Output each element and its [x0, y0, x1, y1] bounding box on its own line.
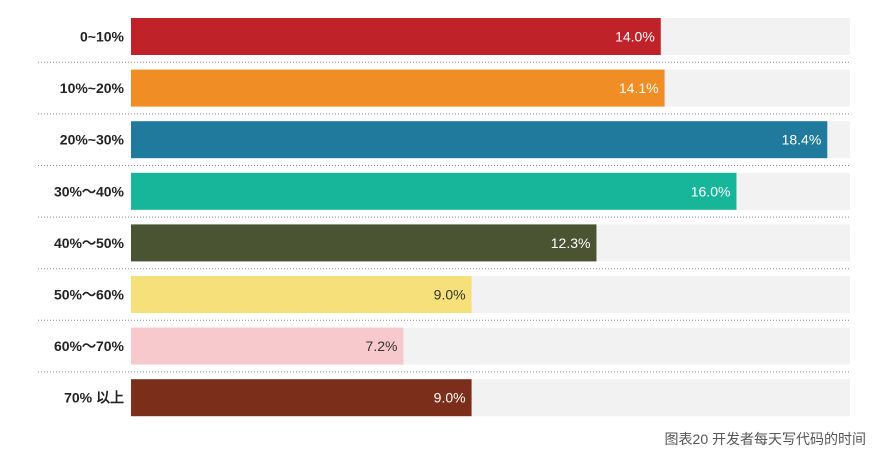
category-label: 30%～40%: [54, 183, 125, 199]
bar: [131, 224, 597, 262]
bar: [131, 172, 737, 210]
bar: [131, 276, 472, 313]
category-label: 20%~30%: [60, 132, 125, 148]
row-separators: [38, 61, 850, 373]
value-label: 16.0%: [691, 183, 731, 199]
chart-caption: 图表20 开发者每天写代码的时间: [665, 431, 866, 447]
category-label: 60%～70%: [54, 338, 125, 354]
category-labels: 0~10% 10%~20% 20%~30% 30%～40% 40%～50% 50%～60%…: [54, 29, 125, 406]
category-label: 70% 以上: [64, 390, 124, 406]
value-label: 18.4%: [782, 132, 822, 148]
bar: [131, 379, 472, 417]
value-labels: 14.0% 14.1% 18.4% 16.0% 12.3% 9.0% 7.2% 9.0%: [366, 29, 822, 406]
bar: [131, 327, 404, 365]
bar: [131, 18, 661, 55]
value-label: 7.2%: [366, 338, 398, 354]
category-label: 0~10%: [80, 29, 125, 45]
value-label: 14.1%: [619, 80, 659, 96]
value-label: 12.3%: [551, 235, 591, 251]
value-label: 9.0%: [434, 287, 466, 303]
bars: [131, 18, 828, 417]
category-label: 10%~20%: [60, 80, 125, 96]
value-label: 9.0%: [434, 390, 466, 406]
category-label: 50%～60%: [54, 287, 125, 303]
value-label: 14.0%: [615, 29, 655, 45]
bar: [131, 69, 665, 107]
bar: [131, 121, 828, 159]
category-label: 40%～50%: [54, 235, 125, 251]
